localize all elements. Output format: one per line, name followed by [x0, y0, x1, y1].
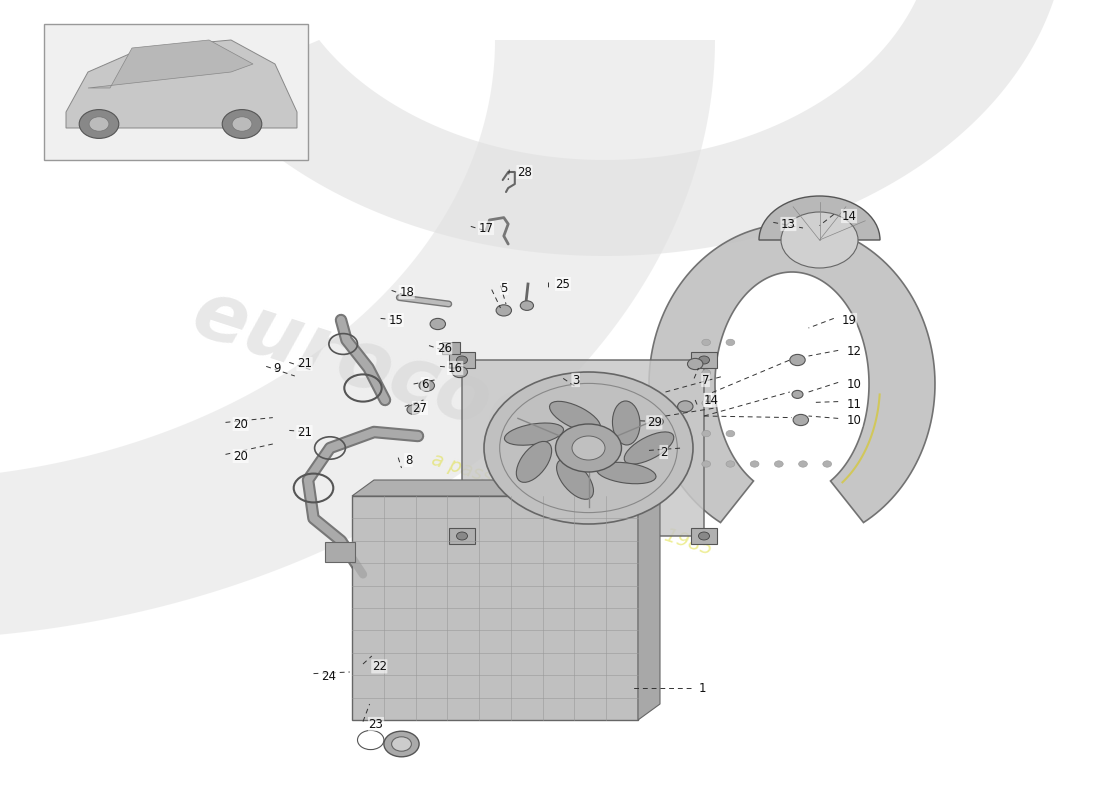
Circle shape [726, 339, 735, 346]
Circle shape [384, 731, 419, 757]
Circle shape [79, 110, 119, 138]
Text: 23: 23 [368, 718, 384, 730]
Circle shape [702, 461, 711, 467]
Text: 26: 26 [437, 342, 452, 354]
Circle shape [556, 424, 622, 472]
Ellipse shape [596, 462, 656, 484]
Circle shape [702, 339, 711, 346]
Circle shape [419, 380, 435, 391]
Polygon shape [638, 480, 660, 720]
Text: 17: 17 [478, 222, 494, 234]
Text: 21: 21 [297, 426, 312, 438]
Polygon shape [649, 224, 935, 522]
Circle shape [484, 372, 693, 524]
Text: 15: 15 [388, 314, 404, 326]
Polygon shape [352, 496, 638, 720]
Circle shape [698, 356, 710, 364]
Circle shape [793, 414, 808, 426]
Polygon shape [205, 0, 1060, 256]
Text: 29: 29 [647, 416, 662, 429]
Text: 21: 21 [297, 358, 312, 370]
Bar [449, 528, 475, 544]
Circle shape [726, 430, 735, 437]
Text: 9: 9 [273, 362, 280, 374]
Circle shape [430, 318, 446, 330]
Text: 1: 1 [698, 682, 706, 694]
Ellipse shape [624, 432, 674, 464]
Polygon shape [88, 40, 253, 88]
Text: 24: 24 [321, 670, 337, 682]
Text: a passion for parts since 1985: a passion for parts since 1985 [429, 450, 715, 558]
Text: 12: 12 [847, 346, 862, 358]
Circle shape [799, 461, 807, 467]
Ellipse shape [516, 442, 552, 482]
Bar [44, 24, 308, 160]
Circle shape [222, 110, 262, 138]
Circle shape [726, 461, 735, 467]
Circle shape [702, 430, 711, 437]
Circle shape [698, 532, 710, 540]
Polygon shape [66, 40, 297, 128]
Circle shape [678, 401, 693, 412]
Circle shape [452, 366, 468, 378]
Text: 25: 25 [556, 278, 571, 290]
Bar [449, 352, 475, 368]
Text: 10: 10 [847, 414, 862, 426]
Text: 6: 6 [421, 378, 429, 390]
Wedge shape [759, 196, 880, 240]
Text: 3: 3 [572, 374, 580, 386]
Circle shape [89, 117, 109, 131]
Text: 13: 13 [781, 218, 796, 230]
Text: 8: 8 [405, 454, 412, 466]
Bar [691, 352, 717, 368]
Circle shape [232, 117, 252, 131]
Circle shape [456, 356, 468, 364]
Text: 27: 27 [412, 402, 428, 414]
Circle shape [520, 301, 534, 310]
Text: 28: 28 [517, 166, 532, 178]
Circle shape [456, 532, 468, 540]
Text: 7: 7 [702, 374, 710, 386]
Text: 14: 14 [704, 394, 719, 406]
Ellipse shape [550, 402, 601, 432]
Circle shape [652, 418, 663, 426]
Circle shape [781, 212, 858, 268]
Circle shape [774, 461, 783, 467]
Text: 5: 5 [500, 282, 508, 294]
Text: 2: 2 [660, 446, 668, 458]
Text: 20: 20 [233, 450, 249, 462]
Text: 14: 14 [842, 210, 857, 222]
Text: 10: 10 [847, 378, 862, 390]
Circle shape [790, 354, 805, 366]
Bar [691, 528, 717, 544]
Circle shape [392, 737, 411, 751]
Polygon shape [352, 480, 660, 496]
Bar [462, 360, 704, 536]
Text: 16: 16 [448, 362, 463, 374]
Circle shape [823, 461, 832, 467]
Circle shape [407, 405, 420, 414]
Circle shape [688, 358, 703, 370]
Text: 18: 18 [399, 286, 415, 298]
Ellipse shape [557, 459, 594, 499]
Circle shape [792, 390, 803, 398]
Text: 11: 11 [847, 398, 862, 410]
Circle shape [750, 461, 759, 467]
Text: eurocodes: eurocodes [183, 274, 653, 494]
Bar [442, 342, 460, 354]
Polygon shape [0, 40, 715, 640]
Text: 22: 22 [372, 660, 387, 673]
Text: 20: 20 [233, 418, 249, 430]
Bar [324, 542, 355, 562]
Ellipse shape [613, 401, 640, 445]
Ellipse shape [505, 423, 563, 446]
Circle shape [496, 305, 512, 316]
Circle shape [702, 370, 711, 376]
Text: 4: 4 [704, 394, 712, 406]
Circle shape [702, 400, 711, 406]
Circle shape [572, 436, 605, 460]
Text: 19: 19 [842, 314, 857, 326]
